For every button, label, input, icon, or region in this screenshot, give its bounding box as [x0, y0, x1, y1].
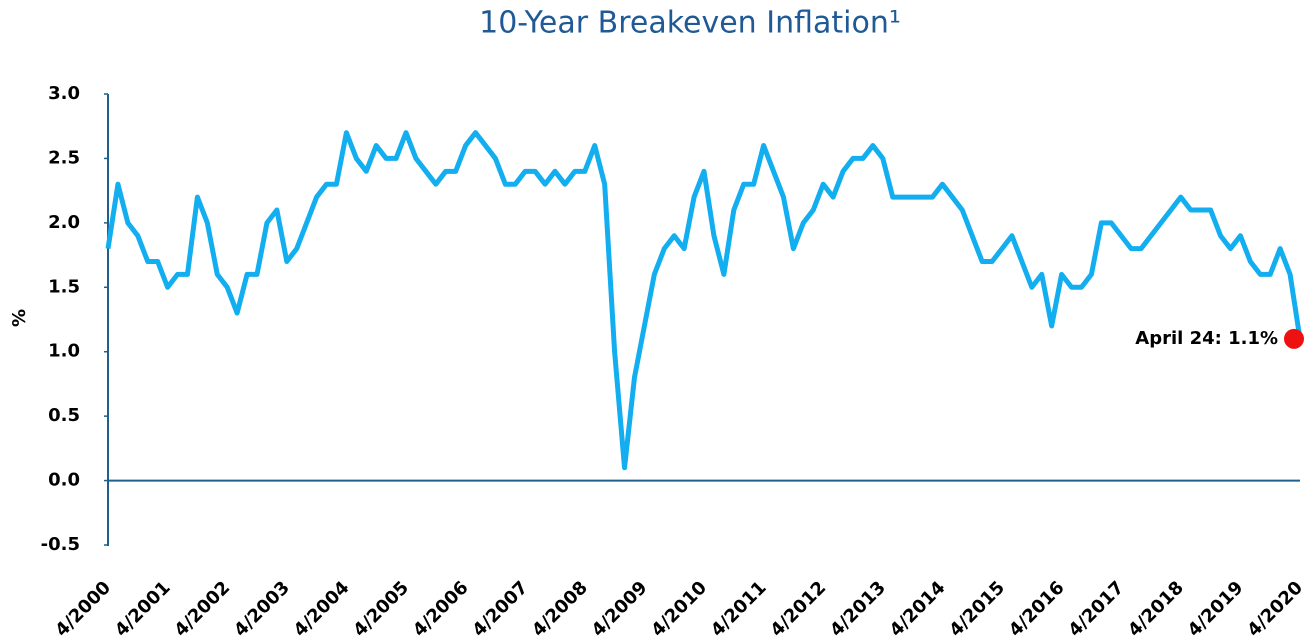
line	[105, 130, 1303, 471]
y-axis-label: %	[9, 309, 30, 327]
x-tick-label: 4/2020	[1243, 577, 1307, 641]
x-tick-label: 4/2006	[409, 577, 473, 641]
x-tick-label: 4/2008	[528, 577, 592, 641]
x-tick-label: 4/2012	[766, 577, 830, 641]
y-tick-label: 1.0	[48, 341, 80, 362]
y-tick-label: 0.5	[48, 405, 80, 426]
chart-title: 10-Year Breakeven Inflation¹	[479, 6, 901, 41]
annotation: April 24: 1.1%	[1135, 328, 1278, 349]
x-tick-label: 4/2016	[1005, 577, 1069, 641]
y-tick-label: 2.0	[48, 212, 80, 233]
x-tick-label: 4/2002	[170, 577, 234, 641]
x-tick-label: 4/2004	[290, 577, 354, 641]
highlight-dot	[1284, 328, 1304, 349]
x-tick-label: 4/2005	[349, 577, 413, 641]
x-tick-label: 4/2013	[826, 577, 890, 641]
x-tick-label: 4/2001	[111, 577, 175, 641]
x-tick-label: 4/2019	[1184, 577, 1248, 641]
y-tick-label: 1.5	[48, 276, 80, 297]
x-tick-label: 4/2011	[707, 577, 771, 641]
x-tick-label: 4/2018	[1124, 577, 1188, 641]
x-tick-label: 4/2007	[468, 577, 532, 641]
x-tick-label: 4/2017	[1064, 577, 1128, 641]
x-tick-label: 4/2009	[588, 577, 652, 641]
y-tick-label: 0.0	[48, 470, 80, 491]
x-tick-label: 4/2010	[647, 577, 711, 641]
y-tick-label: -0.5	[41, 534, 80, 555]
x-tick-label: 4/2014	[886, 577, 950, 641]
x-tick-label: 4/2015	[945, 577, 1009, 641]
y-tick-label: 3.0	[48, 83, 80, 104]
x-tick-label: 4/2000	[51, 577, 115, 641]
x-tick-label: 4/2003	[230, 577, 294, 641]
y-tick-label: 2.5	[48, 147, 80, 168]
